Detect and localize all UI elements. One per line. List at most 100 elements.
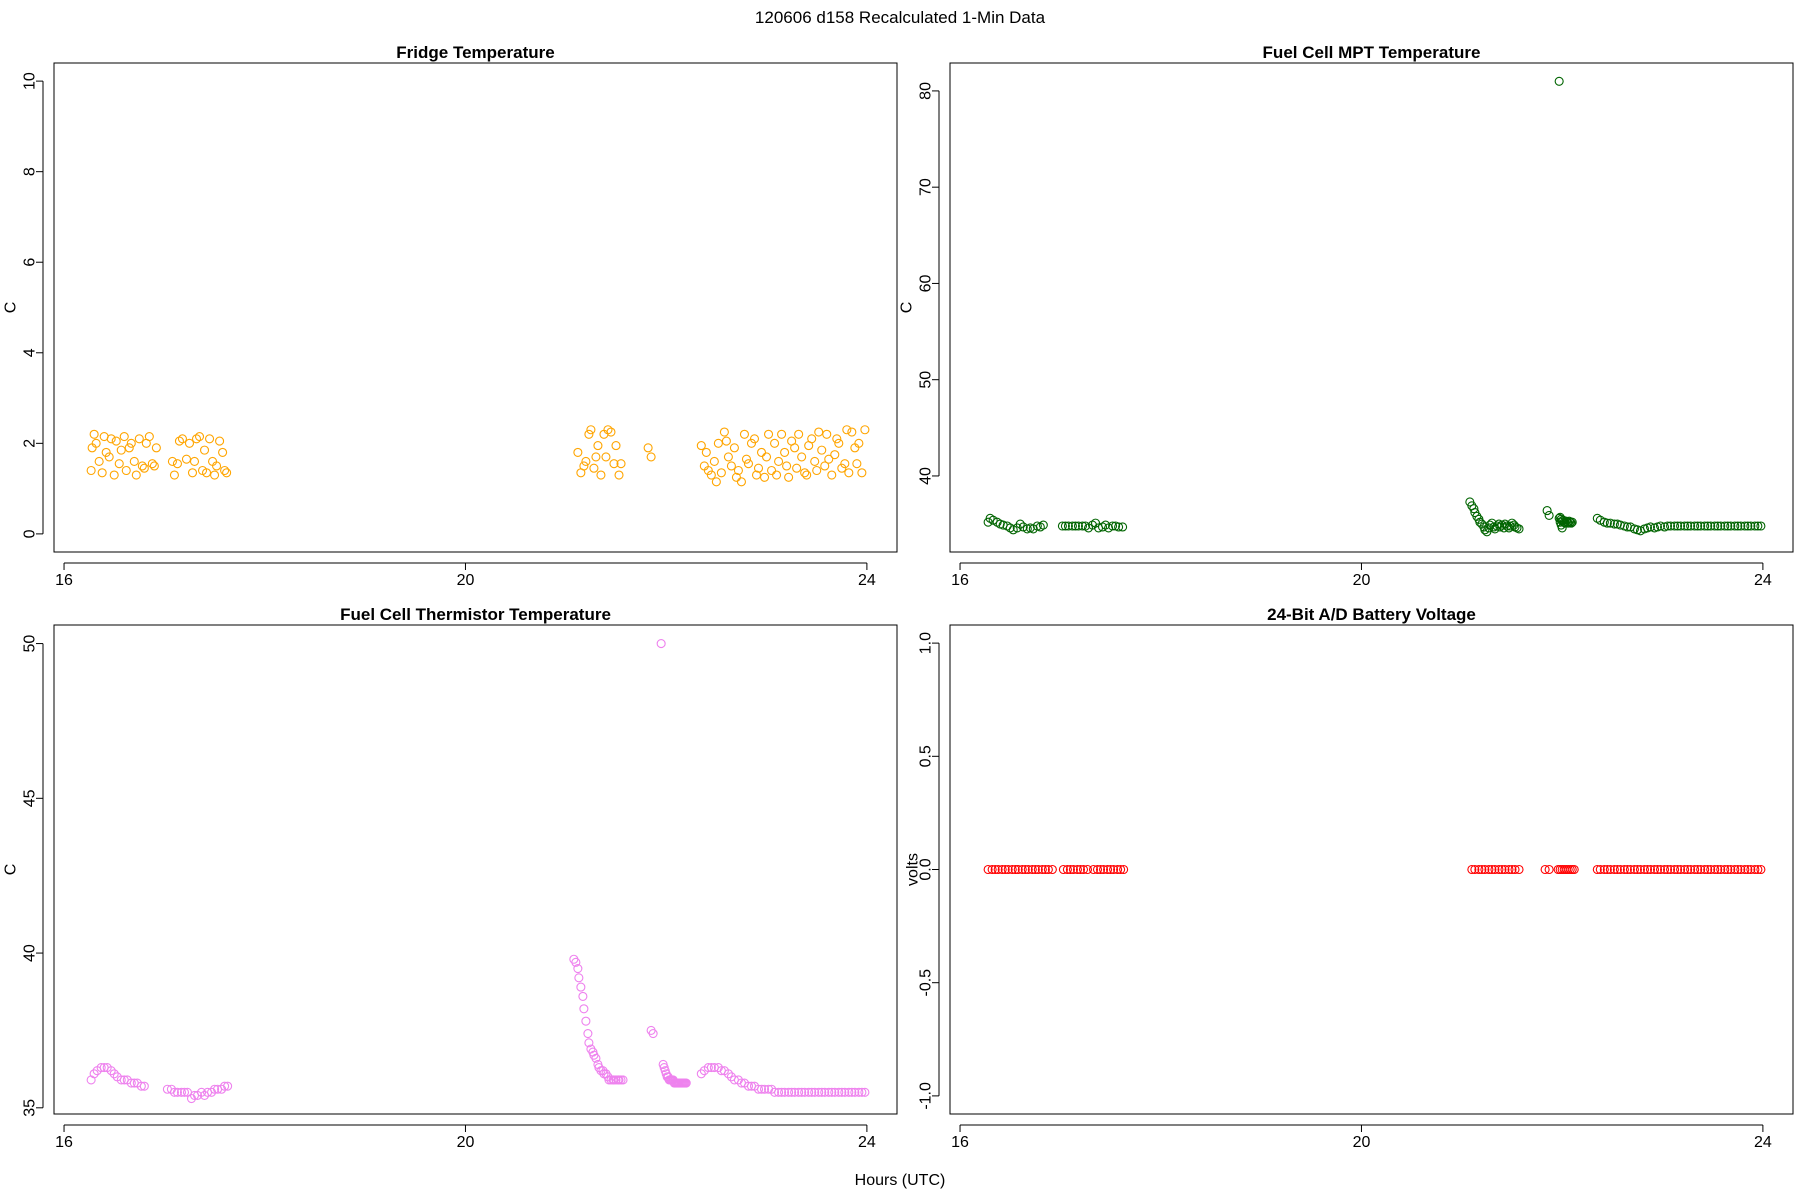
data-point — [822, 429, 832, 439]
data-point — [1557, 516, 1567, 526]
data-point — [1756, 864, 1766, 875]
data-point — [616, 459, 626, 469]
data-point — [1472, 511, 1482, 521]
data-point — [1706, 864, 1716, 875]
data-point — [1696, 864, 1706, 875]
data-point — [579, 1004, 589, 1014]
data-point — [797, 1087, 807, 1097]
data-point — [827, 1087, 837, 1097]
data-point — [743, 459, 754, 469]
data-point — [834, 438, 844, 448]
data-point — [1017, 864, 1027, 875]
data-point — [1003, 864, 1013, 875]
data-point — [1753, 521, 1763, 531]
data-point — [212, 461, 222, 471]
data-point — [840, 459, 850, 469]
data-point — [1103, 864, 1113, 875]
data-point — [131, 470, 141, 480]
data-point — [1635, 864, 1646, 875]
data-point — [1612, 864, 1622, 875]
data-point — [96, 1063, 106, 1073]
data-point — [1015, 519, 1025, 529]
data-point — [1710, 521, 1720, 531]
y-tick-label: -0.5 — [918, 969, 935, 997]
data-point — [1058, 864, 1068, 875]
data-point — [797, 452, 807, 462]
data-point — [1625, 864, 1635, 875]
x-tick-label: 20 — [457, 1134, 475, 1151]
y-tick-label: 1.0 — [918, 632, 935, 654]
data-point — [91, 438, 101, 448]
data-point — [1062, 864, 1072, 875]
data-point — [1733, 864, 1743, 875]
data-point — [596, 470, 606, 480]
data-point — [1480, 864, 1490, 875]
data-point — [136, 1081, 146, 1091]
data-point — [1666, 864, 1676, 875]
data-point — [1075, 864, 1086, 875]
data-point — [586, 425, 596, 435]
y-tick-label: 2 — [22, 439, 39, 448]
data-point — [1090, 518, 1101, 528]
figure-title: 120606 d158 Recalculated 1-Min Data — [755, 8, 1046, 27]
data-point — [593, 441, 603, 451]
data-point — [1723, 521, 1733, 531]
data-point — [1659, 864, 1670, 875]
x-tick-label: 20 — [1353, 572, 1371, 589]
data-point — [169, 1087, 179, 1097]
data-point — [1683, 521, 1693, 531]
data-point — [584, 1038, 594, 1048]
y-axis-label: C — [3, 302, 20, 314]
panel-title: 24-Bit A/D Battery Voltage — [1267, 605, 1476, 624]
data-point — [733, 465, 743, 476]
data-point — [792, 463, 802, 473]
data-point — [854, 438, 864, 448]
data-point — [706, 470, 716, 480]
data-point — [210, 1084, 220, 1094]
data-point — [1700, 521, 1710, 531]
data-point — [1686, 521, 1696, 531]
data-point — [147, 459, 157, 469]
y-tick-label: 50 — [918, 371, 935, 389]
data-point — [1095, 864, 1106, 875]
data-point — [743, 1081, 754, 1091]
data-point — [1023, 864, 1033, 875]
data-point — [106, 1066, 116, 1076]
data-point — [1072, 864, 1083, 875]
x-tick-label: 24 — [858, 1134, 876, 1151]
data-point — [1507, 864, 1517, 875]
data-point — [1078, 864, 1089, 875]
data-point — [1622, 522, 1632, 532]
data-point — [770, 438, 780, 448]
data-point — [1750, 864, 1760, 875]
data-point — [137, 461, 147, 471]
data-point — [997, 864, 1007, 875]
data-point — [643, 443, 653, 453]
x-tick-label: 16 — [951, 1134, 969, 1151]
data-point — [1469, 504, 1479, 514]
data-point — [756, 1084, 767, 1094]
data-point — [800, 1087, 810, 1097]
data-point — [1569, 864, 1579, 875]
data-point — [1740, 521, 1750, 531]
data-point — [1114, 522, 1124, 532]
data-point — [124, 443, 134, 453]
data-point — [648, 1028, 658, 1039]
data-point — [837, 1087, 847, 1097]
data-point — [1645, 864, 1656, 875]
data-point — [807, 434, 817, 444]
data-point — [1673, 521, 1683, 531]
data-point — [800, 468, 810, 478]
data-point — [1733, 521, 1743, 531]
y-tick-label: 8 — [22, 167, 39, 176]
data-point — [1027, 864, 1037, 875]
data-point — [847, 1087, 857, 1097]
data-point — [1632, 864, 1642, 875]
data-point — [1068, 864, 1078, 875]
data-point — [1010, 864, 1020, 875]
data-point — [1000, 864, 1010, 875]
data-point — [1040, 864, 1050, 875]
